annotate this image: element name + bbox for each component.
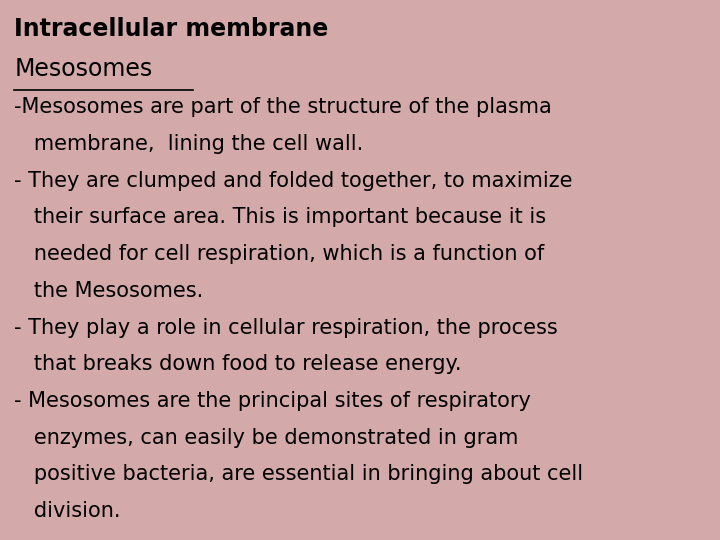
Text: their surface area. This is important because it is: their surface area. This is important be… xyxy=(14,207,546,227)
Text: -Mesosomes are part of the structure of the plasma: -Mesosomes are part of the structure of … xyxy=(14,97,552,117)
Text: positive bacteria, are essential in bringing about cell: positive bacteria, are essential in brin… xyxy=(14,464,583,484)
Text: - They play a role in cellular respiration, the process: - They play a role in cellular respirati… xyxy=(14,318,558,338)
Text: division.: division. xyxy=(14,501,121,521)
Text: - Mesosomes are the principal sites of respiratory: - Mesosomes are the principal sites of r… xyxy=(14,391,531,411)
Text: the Mesosomes.: the Mesosomes. xyxy=(14,281,204,301)
Text: enzymes, can easily be demonstrated in gram: enzymes, can easily be demonstrated in g… xyxy=(14,428,519,448)
Text: that breaks down food to release energy.: that breaks down food to release energy. xyxy=(14,354,462,374)
Text: Mesosomes: Mesosomes xyxy=(14,57,153,80)
Text: - They are clumped and folded together, to maximize: - They are clumped and folded together, … xyxy=(14,171,573,191)
Text: needed for cell respiration, which is a function of: needed for cell respiration, which is a … xyxy=(14,244,544,264)
Text: membrane,  lining the cell wall.: membrane, lining the cell wall. xyxy=(14,134,364,154)
Text: Intracellular membrane: Intracellular membrane xyxy=(14,17,328,41)
